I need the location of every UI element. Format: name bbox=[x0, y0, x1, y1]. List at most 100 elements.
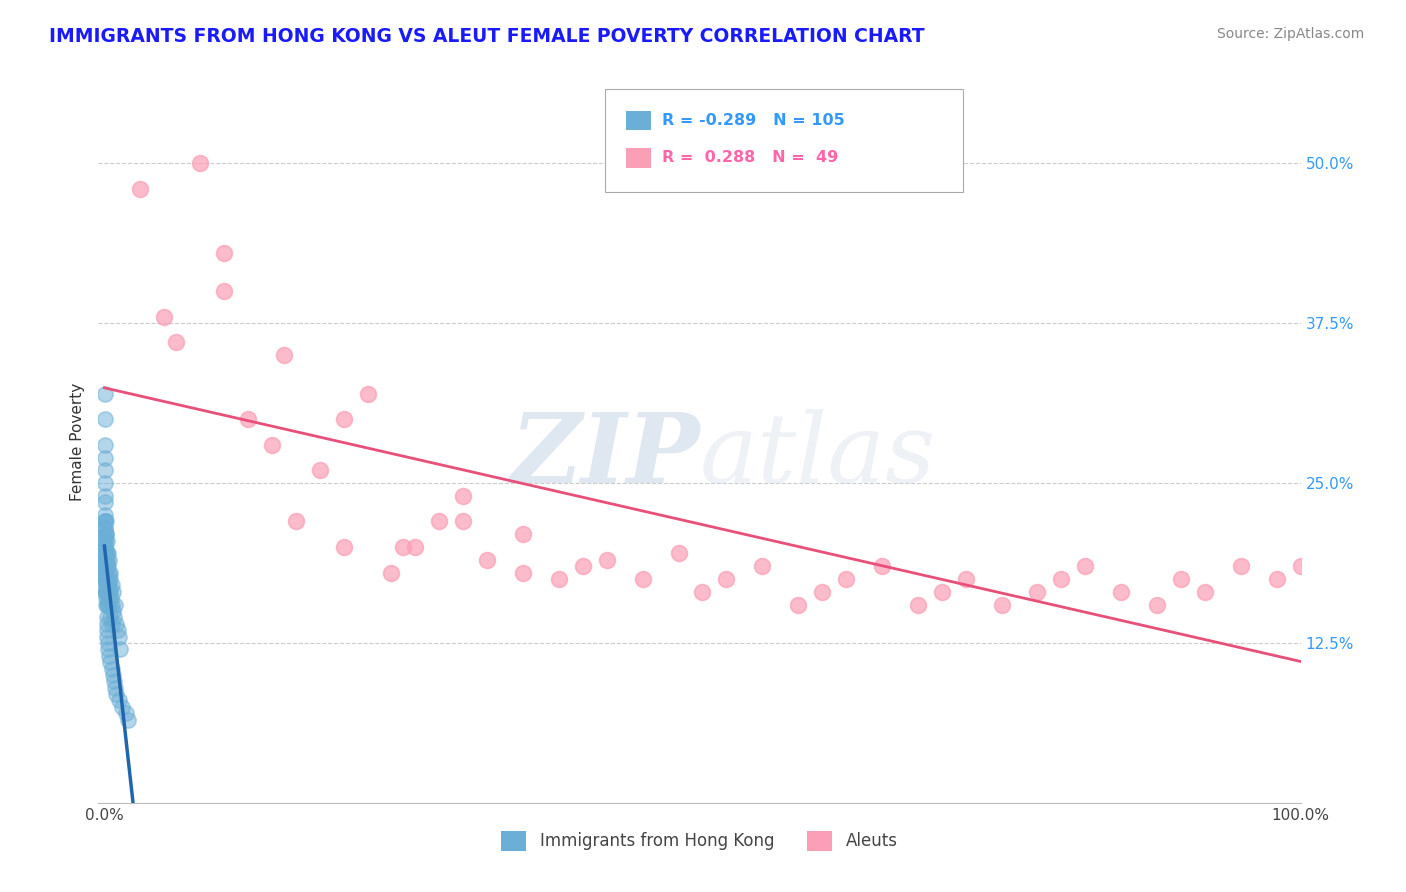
Point bbox=[100, 598, 122, 612]
Point bbox=[94, 527, 117, 541]
Point bbox=[94, 527, 117, 541]
Text: R = -0.289   N = 105: R = -0.289 N = 105 bbox=[662, 113, 845, 128]
Point bbox=[101, 668, 124, 682]
Point bbox=[94, 572, 117, 586]
Point bbox=[96, 559, 118, 574]
Point bbox=[94, 572, 117, 586]
Point bbox=[1194, 584, 1216, 599]
Point bbox=[236, 412, 259, 426]
Point bbox=[1074, 559, 1097, 574]
Y-axis label: Female Poverty: Female Poverty bbox=[70, 383, 86, 500]
Point bbox=[94, 566, 117, 580]
Point bbox=[260, 438, 283, 452]
Point bbox=[97, 642, 120, 657]
Point bbox=[94, 578, 117, 592]
Point bbox=[117, 713, 139, 727]
Point bbox=[94, 546, 117, 560]
Point bbox=[1026, 584, 1049, 599]
Point bbox=[104, 598, 127, 612]
Point bbox=[103, 674, 125, 689]
Point bbox=[100, 616, 122, 631]
Point bbox=[931, 584, 953, 599]
Point bbox=[1050, 572, 1073, 586]
Point bbox=[94, 521, 117, 535]
Point bbox=[94, 540, 117, 554]
Point bbox=[96, 598, 118, 612]
Point bbox=[94, 521, 117, 535]
Point bbox=[108, 642, 131, 657]
Point bbox=[955, 572, 977, 586]
Point bbox=[96, 616, 118, 631]
Point bbox=[94, 572, 117, 586]
Point bbox=[356, 386, 378, 401]
Point bbox=[94, 438, 117, 452]
Point bbox=[284, 515, 307, 529]
Point bbox=[100, 591, 122, 606]
Point bbox=[107, 693, 129, 707]
Point bbox=[94, 476, 117, 491]
Point bbox=[188, 156, 211, 170]
Point bbox=[512, 527, 534, 541]
Point bbox=[1146, 598, 1168, 612]
Point bbox=[273, 348, 295, 362]
Point bbox=[96, 553, 118, 567]
Point bbox=[94, 553, 117, 567]
Point bbox=[96, 546, 118, 560]
Point bbox=[94, 559, 117, 574]
Point bbox=[100, 655, 122, 669]
Point bbox=[212, 285, 235, 299]
Point bbox=[751, 559, 773, 574]
Point bbox=[94, 533, 117, 548]
Point bbox=[94, 572, 117, 586]
Point bbox=[1265, 572, 1288, 586]
Point bbox=[103, 610, 125, 624]
Point bbox=[94, 566, 117, 580]
Point bbox=[96, 584, 118, 599]
Point bbox=[870, 559, 893, 574]
Point bbox=[94, 584, 117, 599]
Point bbox=[96, 623, 118, 637]
Point bbox=[96, 559, 118, 574]
Point bbox=[392, 540, 415, 554]
Point bbox=[98, 584, 121, 599]
Point bbox=[94, 553, 117, 567]
Point bbox=[115, 706, 138, 721]
Point bbox=[548, 572, 571, 586]
Point bbox=[94, 489, 117, 503]
Point bbox=[94, 566, 117, 580]
Point bbox=[94, 584, 117, 599]
Point bbox=[111, 699, 134, 714]
Point bbox=[94, 527, 117, 541]
Point bbox=[380, 566, 402, 580]
Point bbox=[100, 566, 122, 580]
Point bbox=[97, 559, 120, 574]
Point bbox=[94, 412, 117, 426]
Point bbox=[94, 553, 117, 567]
Point bbox=[96, 591, 118, 606]
Point bbox=[631, 572, 654, 586]
Point bbox=[94, 546, 117, 560]
Point bbox=[94, 463, 117, 477]
Point bbox=[98, 598, 121, 612]
Point bbox=[716, 572, 738, 586]
Point bbox=[94, 508, 117, 522]
Point bbox=[308, 463, 330, 477]
Text: Source: ZipAtlas.com: Source: ZipAtlas.com bbox=[1216, 27, 1364, 41]
Point bbox=[94, 559, 117, 574]
Point bbox=[101, 584, 124, 599]
Point bbox=[98, 648, 121, 663]
Point bbox=[104, 681, 127, 695]
Point bbox=[94, 533, 117, 548]
Point bbox=[105, 687, 128, 701]
Point bbox=[475, 553, 498, 567]
Point bbox=[94, 559, 117, 574]
Text: R =  0.288   N =  49: R = 0.288 N = 49 bbox=[662, 151, 838, 165]
Point bbox=[100, 584, 122, 599]
Point bbox=[668, 546, 690, 560]
Point bbox=[1289, 559, 1312, 574]
Point bbox=[98, 572, 121, 586]
Point bbox=[97, 578, 120, 592]
Point bbox=[94, 584, 117, 599]
Point bbox=[427, 515, 450, 529]
Point bbox=[98, 566, 121, 580]
